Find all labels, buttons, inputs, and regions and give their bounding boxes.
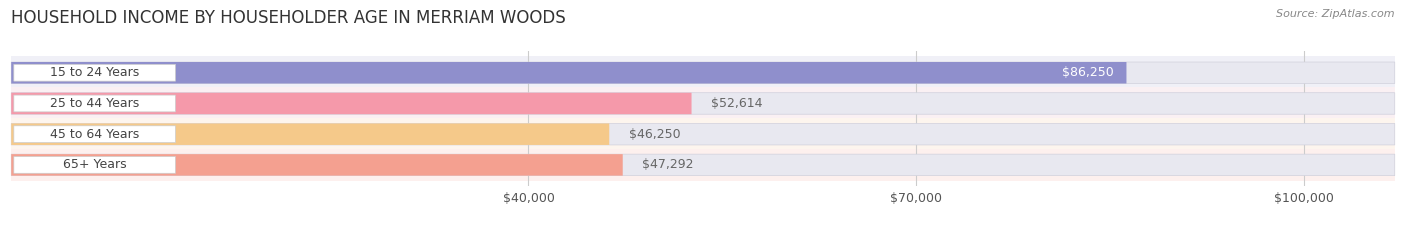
Text: 45 to 64 Years: 45 to 64 Years [51,128,139,141]
FancyBboxPatch shape [11,123,1395,145]
FancyBboxPatch shape [11,93,692,114]
Text: 15 to 24 Years: 15 to 24 Years [51,66,139,79]
Bar [11,56,1395,89]
FancyBboxPatch shape [11,62,1395,83]
Text: $46,250: $46,250 [628,128,681,141]
Bar [11,118,1395,151]
Text: 65+ Years: 65+ Years [63,158,127,171]
Text: $86,250: $86,250 [1062,66,1114,79]
FancyBboxPatch shape [11,154,623,176]
FancyBboxPatch shape [11,123,609,145]
Text: $47,292: $47,292 [643,158,693,171]
FancyBboxPatch shape [11,154,1395,176]
FancyBboxPatch shape [14,64,176,81]
Bar [11,87,1395,120]
FancyBboxPatch shape [14,126,176,143]
Text: HOUSEHOLD INCOME BY HOUSEHOLDER AGE IN MERRIAM WOODS: HOUSEHOLD INCOME BY HOUSEHOLDER AGE IN M… [11,9,567,27]
Text: Source: ZipAtlas.com: Source: ZipAtlas.com [1277,9,1395,19]
Bar [11,149,1395,181]
FancyBboxPatch shape [11,93,1395,114]
FancyBboxPatch shape [14,95,176,112]
FancyBboxPatch shape [11,62,1126,83]
Text: $52,614: $52,614 [711,97,762,110]
FancyBboxPatch shape [14,157,176,173]
Text: 25 to 44 Years: 25 to 44 Years [51,97,139,110]
